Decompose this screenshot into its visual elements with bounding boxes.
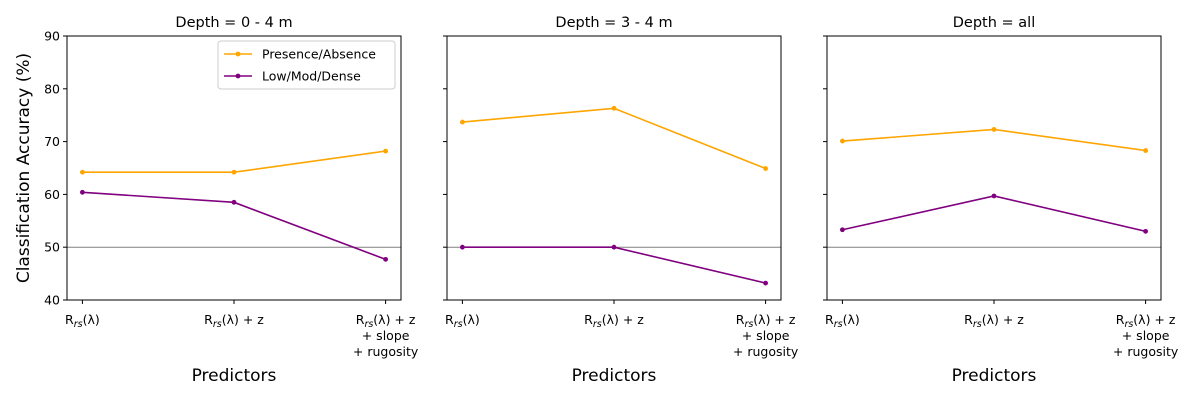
data-point (991, 193, 997, 199)
data-point (460, 119, 465, 125)
legend-entry-2: Low/Mod/Dense (262, 69, 361, 84)
data-point (80, 169, 85, 175)
data-point (231, 169, 237, 175)
chart-panel-1: 40 50 60 70 80 90 Rrs(λ) Rrs(λ) + z Rrs(λ) + z + … (14, 15, 419, 386)
legend: Presence/Absence Low/Mod/Dense (217, 40, 396, 90)
chart-title: Depth = 3 - 4 m (555, 15, 672, 31)
data-point (1143, 148, 1148, 153)
legend-marker-2 (235, 73, 241, 79)
y-tick-label: 60 (44, 187, 60, 202)
series-line-1 (462, 107, 766, 170)
x-tick-label: Rrs(λ) (825, 312, 860, 330)
x-tick-label: Rrs(λ) + z + slope + rugosity (1113, 312, 1179, 359)
data-point (1143, 228, 1148, 234)
series-line-1 (82, 150, 386, 174)
x-tick-label: Rrs(λ) (445, 312, 480, 330)
chart-title: Depth = all (953, 15, 1035, 31)
chart-panel-3: Rrs(λ) Rrs(λ) + z Rrs(λ) + z + slope + rugos… (823, 15, 1179, 386)
x-axis-label: Predictors (192, 366, 277, 386)
x-tick-label: Rrs(λ) + z (964, 312, 1024, 330)
data-point (611, 105, 617, 111)
x-tick-label: Rrs(λ) + z (204, 312, 264, 330)
legend-entry-1: Presence/Absence (262, 47, 376, 62)
y-tick-label: 70 (44, 134, 60, 149)
x-tick-label: Rrs(λ) + z + slope + rugosity (733, 312, 799, 359)
y-tick-label: 80 (44, 81, 60, 96)
data-point (383, 148, 388, 154)
y-tick-label: 50 (44, 240, 60, 255)
y-tick-label: 90 (44, 29, 60, 44)
series-line-2 (842, 195, 1146, 233)
x-axis-label: Predictors (572, 366, 657, 386)
chart-title: Depth = 0 - 4 m (175, 15, 292, 31)
legend-marker-1 (235, 51, 241, 57)
x-tick-label: Rrs(λ) (65, 312, 100, 330)
x-tick-label: Rrs(λ) + z (584, 312, 644, 330)
x-axis-label: Predictors (952, 366, 1037, 386)
chart-panel-2: Rrs(λ) Rrs(λ) + z Rrs(λ) + z + slope + rugos… (443, 15, 799, 386)
plot-frame (826, 35, 1162, 301)
data-point (80, 189, 85, 195)
data-point (840, 138, 845, 144)
data-point (763, 280, 768, 286)
plot-frame (446, 35, 782, 301)
y-tick-label: 40 (44, 293, 60, 308)
data-point (460, 244, 465, 250)
data-point (763, 166, 768, 171)
data-point (991, 127, 997, 132)
data-point (840, 227, 845, 233)
series-line-1 (842, 128, 1146, 152)
y-axis-label: Classification Accuracy (%) (14, 53, 34, 283)
data-point (231, 199, 237, 205)
legend-box (217, 40, 396, 90)
x-tick-label: Rrs(λ) + z + slope + rugosity (353, 312, 419, 359)
data-point (611, 244, 617, 250)
series-line-2 (462, 246, 766, 284)
data-point (383, 256, 388, 262)
